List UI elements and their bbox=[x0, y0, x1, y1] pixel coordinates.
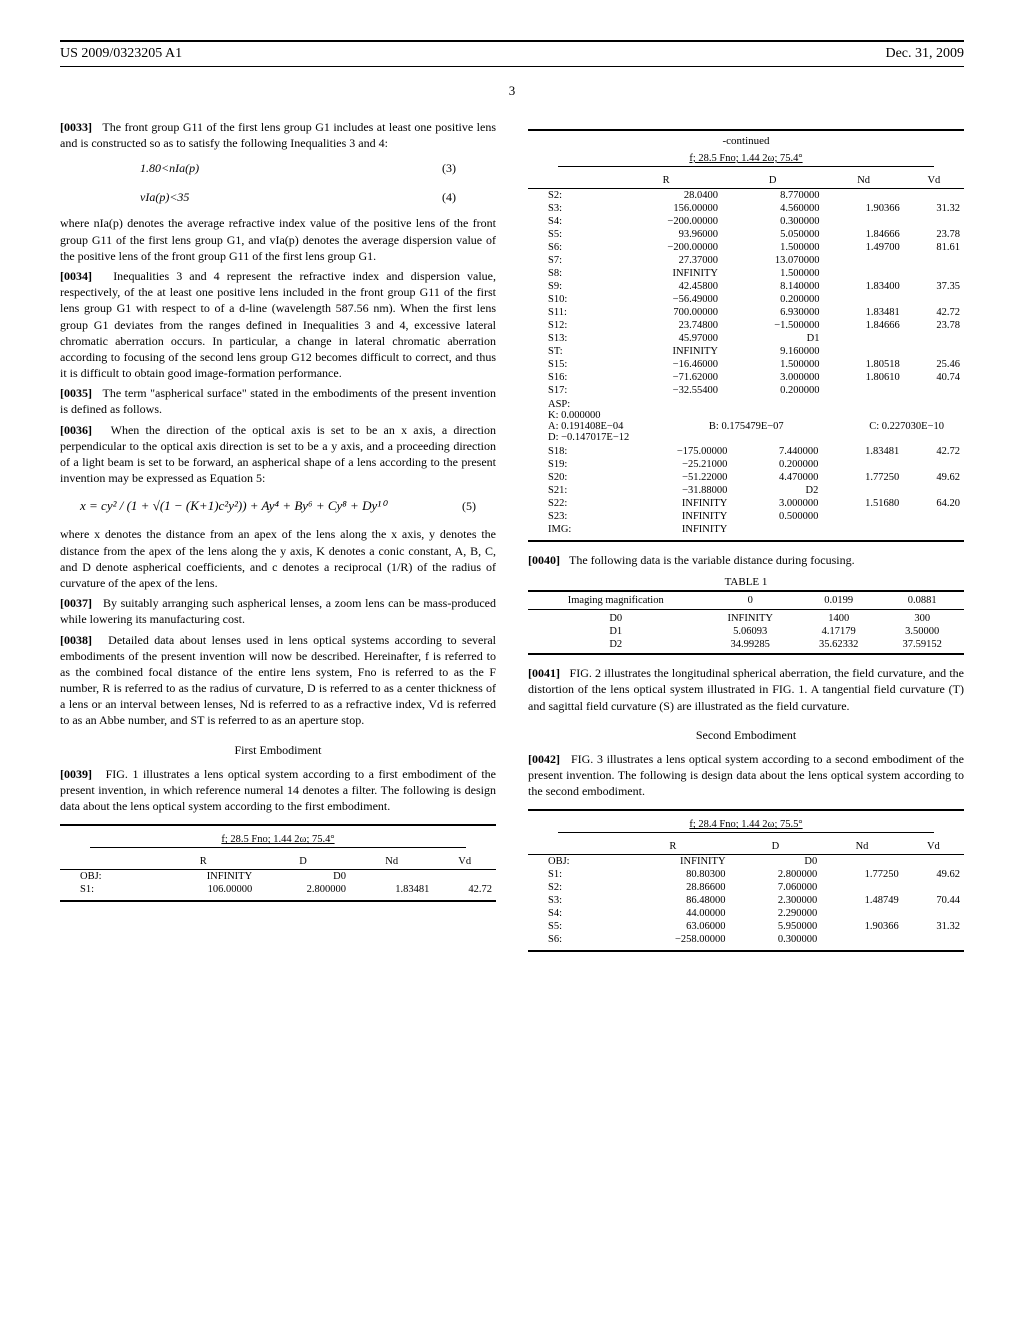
emb1-continued-table: RDNdVd S2:28.04008.770000S3:156.000004.5… bbox=[528, 173, 964, 397]
table-row: S10:−56.490000.200000 bbox=[528, 293, 964, 306]
para-eq5-desc: where x denotes the distance from an ape… bbox=[60, 526, 496, 591]
para-0036: [0036] When the direction of the optical… bbox=[60, 422, 496, 487]
equation-5: x = cy² / (1 + √(1 − (K+1)c²y²)) + Ay⁴ +… bbox=[60, 498, 496, 514]
table-header: D bbox=[256, 854, 350, 870]
para-0035: [0035] The term "aspherical surface" sta… bbox=[60, 385, 496, 417]
table-row: S5:93.960005.0500001.8466623.78 bbox=[528, 228, 964, 241]
first-embodiment-title: First Embodiment bbox=[60, 743, 496, 758]
table-row: D15.060934.171793.50000 bbox=[528, 625, 964, 638]
table-row: S8:INFINITY1.500000 bbox=[528, 267, 964, 280]
table-row: S1:106.000002.8000001.8348142.72 bbox=[60, 883, 496, 896]
table-header: Vd bbox=[903, 839, 964, 855]
page-number: 3 bbox=[60, 83, 964, 99]
table-row: ST:INFINITY9.160000 bbox=[528, 345, 964, 358]
table-row: S12:23.74800−1.5000001.8466623.78 bbox=[528, 319, 964, 332]
table-1-title: TABLE 1 bbox=[528, 576, 964, 588]
table-row: S6:−258.000000.300000 bbox=[528, 933, 964, 946]
table-header: 0 bbox=[703, 591, 796, 610]
table-row: S6:−200.000001.5000001.4970081.61 bbox=[528, 241, 964, 254]
table-row: S21:−31.88000D2 bbox=[528, 484, 964, 497]
emb1-continued-table-2: S18:−175.000007.4400001.8348142.72S19:−2… bbox=[528, 445, 964, 536]
table-header bbox=[528, 173, 610, 189]
table-header: Vd bbox=[904, 173, 964, 189]
table-row: S9:42.458008.1400001.8340037.35 bbox=[528, 280, 964, 293]
emb1-table-start: f; 28.5 Fno; 1.44 2ω; 75.4° RDNdVd OBJ:I… bbox=[60, 824, 496, 902]
table-row: S5:63.060005.9500001.9036631.32 bbox=[528, 920, 964, 933]
table-header: 0.0881 bbox=[880, 591, 964, 610]
para-0037: [0037] By suitably arranging such aspher… bbox=[60, 595, 496, 627]
para-0042: [0042] FIG. 3 illustrates a lens optical… bbox=[528, 751, 964, 800]
left-column: [0033] The front group G11 of the first … bbox=[60, 119, 496, 962]
para-0038: [0038] Detailed data about lenses used i… bbox=[60, 632, 496, 729]
table-row: S1:80.803002.8000001.7725049.62 bbox=[528, 868, 964, 881]
table-header: D bbox=[722, 173, 824, 189]
table-row: S4:−200.000000.300000 bbox=[528, 215, 964, 228]
table-row: S4:44.000002.290000 bbox=[528, 907, 964, 920]
table-row: S19:−25.210000.200000 bbox=[528, 458, 964, 471]
table-row: S3:86.480002.3000001.4874970.44 bbox=[528, 894, 964, 907]
para-0039: [0039] FIG. 1 illustrates a lens optical… bbox=[60, 766, 496, 815]
emb1-table-continued: -continued f; 28.5 Fno; 1.44 2ω; 75.4° R… bbox=[528, 129, 964, 542]
table-row: S20:−51.220004.4700001.7725049.62 bbox=[528, 471, 964, 484]
table-row: S3:156.000004.5600001.9036631.32 bbox=[528, 202, 964, 215]
table-row: S2:28.04008.770000 bbox=[528, 189, 964, 203]
table-header: Nd bbox=[350, 854, 433, 870]
equation-4: vIa(p)<35 (4) bbox=[60, 186, 496, 209]
equation-3: 1.80<nIa(p) (3) bbox=[60, 157, 496, 180]
table-row: IMG:INFINITY bbox=[528, 523, 964, 536]
para-0041: [0041] FIG. 2 illustrates the longitudin… bbox=[528, 665, 964, 714]
patent-number: US 2009/0323205 A1 bbox=[60, 46, 182, 62]
right-column: -continued f; 28.5 Fno; 1.44 2ω; 75.4° R… bbox=[528, 119, 964, 962]
table-header: 0.0199 bbox=[797, 591, 881, 610]
table-row: S13:45.97000D1 bbox=[528, 332, 964, 345]
two-column-layout: [0033] The front group G11 of the first … bbox=[60, 119, 964, 962]
table-header: R bbox=[610, 173, 722, 189]
table-row: OBJ:INFINITYD0 bbox=[528, 855, 964, 869]
table-row: S23:INFINITY0.500000 bbox=[528, 510, 964, 523]
emb1-data-table: RDNdVd OBJ:INFINITYD0S1:106.000002.80000… bbox=[60, 854, 496, 896]
table-row: S16:−71.620003.0000001.8061040.74 bbox=[528, 371, 964, 384]
table-header: Imaging magnification bbox=[528, 591, 703, 610]
table-header: D bbox=[730, 839, 822, 855]
table-header bbox=[60, 854, 150, 870]
emb2-table: f; 28.4 Fno; 1.44 2ω; 75.5° RDNdVd OBJ:I… bbox=[528, 809, 964, 952]
table-row: S18:−175.000007.4400001.8348142.72 bbox=[528, 445, 964, 458]
para-0034: [0034] Inequalities 3 and 4 represent th… bbox=[60, 268, 496, 381]
table-row: S15:−16.460001.5000001.8051825.46 bbox=[528, 358, 964, 371]
patent-date: Dec. 31, 2009 bbox=[885, 46, 964, 62]
para-0033: [0033] The front group G11 of the first … bbox=[60, 119, 496, 151]
table-row: D0INFINITY1400300 bbox=[528, 610, 964, 626]
table-1: Imaging magnification00.01990.0881 D0INF… bbox=[528, 590, 964, 655]
aspherical-block: ASP: K: 0.000000 A: 0.191408E−04 B: 0.17… bbox=[528, 397, 964, 445]
table-header: R bbox=[150, 854, 256, 870]
para-where: where nIa(p) denotes the average refract… bbox=[60, 215, 496, 264]
table-header bbox=[528, 839, 616, 855]
second-embodiment-title: Second Embodiment bbox=[528, 728, 964, 743]
table-header: Nd bbox=[821, 839, 903, 855]
emb2-data-table: RDNdVd OBJ:INFINITYD0S1:80.803002.800000… bbox=[528, 839, 964, 946]
table-row: D234.9928535.6233237.59152 bbox=[528, 638, 964, 654]
header-bar: US 2009/0323205 A1 Dec. 31, 2009 bbox=[60, 40, 964, 67]
table-row: OBJ:INFINITYD0 bbox=[60, 870, 496, 884]
para-0040: [0040] The following data is the variabl… bbox=[528, 552, 964, 568]
table-header: Nd bbox=[823, 173, 903, 189]
table-header: Vd bbox=[433, 854, 496, 870]
table-row: S2:28.866007.060000 bbox=[528, 881, 964, 894]
table-row: S7:27.3700013.070000 bbox=[528, 254, 964, 267]
table-row: S11:700.000006.9300001.8348142.72 bbox=[528, 306, 964, 319]
table-header: R bbox=[616, 839, 729, 855]
table-row: S17:−32.554000.200000 bbox=[528, 384, 964, 397]
table-row: S22:INFINITY3.0000001.5168064.20 bbox=[528, 497, 964, 510]
